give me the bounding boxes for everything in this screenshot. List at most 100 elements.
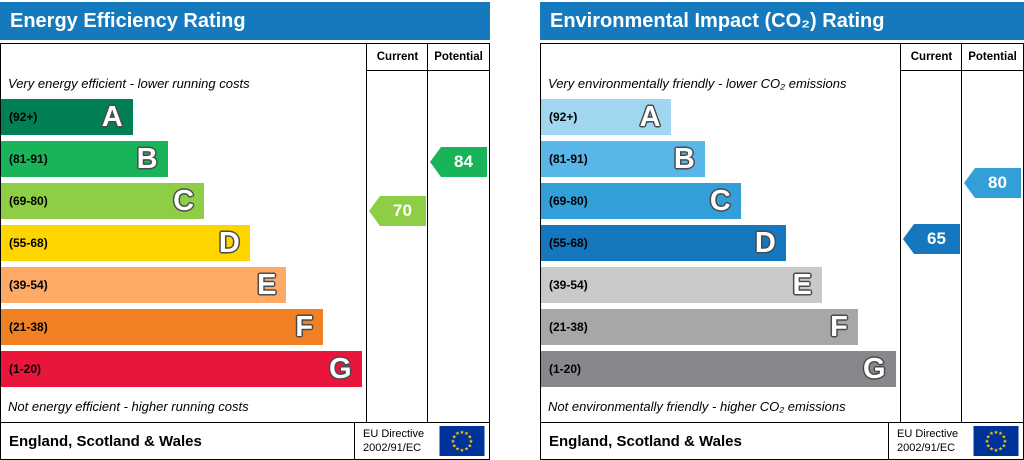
band-range-label: (81-91) bbox=[549, 152, 588, 166]
band-letter: B bbox=[673, 142, 695, 175]
co2-potential-rating-value: 80 bbox=[988, 173, 1007, 192]
energy-chart-header: Energy Efficiency Rating bbox=[0, 2, 490, 40]
region-label: England, Scotland & Wales bbox=[549, 432, 742, 450]
energy-band-row-f: (21-38) F bbox=[1, 306, 367, 348]
current-column-header: Current bbox=[901, 44, 962, 71]
svg-text:★: ★ bbox=[460, 448, 465, 454]
eu-directive-label: EU Directive 2002/91/EC bbox=[354, 423, 439, 459]
co2-band-bar-c: (69-80) C bbox=[541, 183, 741, 219]
co2-chart-header: Environmental Impact (CO₂) Rating bbox=[540, 2, 1024, 40]
co2-band-bar-a: (92+) A bbox=[541, 99, 671, 135]
co2-band-row-c: (69-80) C bbox=[541, 180, 901, 222]
svg-text:★: ★ bbox=[464, 447, 469, 453]
energy-current-column: Current 70 bbox=[366, 44, 428, 422]
svg-text:★: ★ bbox=[989, 431, 994, 437]
band-range-label: (69-80) bbox=[549, 194, 588, 208]
co2-top-caption: Very environmentally friendly - lower CO… bbox=[548, 76, 847, 91]
co2-chart-title: Environmental Impact (CO₂) Rating bbox=[550, 9, 885, 32]
energy-current-rating-value: 70 bbox=[393, 201, 412, 220]
region-label: England, Scotland & Wales bbox=[9, 432, 202, 450]
energy-band-row-a: (92+) A bbox=[1, 96, 367, 138]
eu-flag-icon: ★ ★ ★★ ★★ ★★ ★★ ★★ bbox=[439, 426, 485, 456]
energy-band-bar-c: (69-80) C bbox=[1, 183, 205, 219]
svg-text:★: ★ bbox=[998, 431, 1003, 437]
eu-directive-line2: 2002/91/EC bbox=[897, 442, 956, 454]
band-range-label: (55-68) bbox=[9, 236, 48, 250]
co2-band-row-d: (55-68) D bbox=[541, 222, 901, 264]
energy-potential-column: Potential 84 bbox=[427, 44, 489, 422]
band-letter: D bbox=[754, 226, 776, 259]
svg-text:★: ★ bbox=[986, 443, 991, 449]
svg-text:★: ★ bbox=[452, 434, 457, 440]
current-column-header: Current bbox=[367, 44, 428, 71]
band-range-label: (92+) bbox=[549, 110, 578, 124]
energy-current-rating-arrow: 70 bbox=[369, 196, 426, 226]
energy-bands-area: Very energy efficient - lower running co… bbox=[1, 44, 367, 422]
band-range-label: (1-20) bbox=[9, 362, 42, 376]
svg-text:★: ★ bbox=[986, 434, 991, 440]
co2-current-column: Current 65 bbox=[900, 44, 962, 422]
potential-column-header: Potential bbox=[962, 44, 1023, 71]
svg-text:★: ★ bbox=[994, 430, 999, 436]
svg-text:★: ★ bbox=[998, 447, 1003, 453]
band-letter: A bbox=[101, 100, 123, 133]
co2-band-bar-g: (1-20) G bbox=[541, 351, 896, 387]
co2-potential-column: Potential 80 bbox=[961, 44, 1023, 422]
band-letter: A bbox=[639, 100, 661, 133]
band-range-label: (1-20) bbox=[549, 362, 582, 376]
energy-band-row-d: (55-68) D bbox=[1, 222, 367, 264]
energy-band-bar-g: (1-20) G bbox=[1, 351, 362, 387]
energy-band-bar-f: (21-38) F bbox=[1, 309, 324, 345]
svg-text:★: ★ bbox=[1003, 439, 1008, 445]
co2-band-row-a: (92+) A bbox=[541, 96, 901, 138]
band-letter: C bbox=[173, 184, 195, 217]
energy-efficiency-chart: Energy Efficiency Rating Very energy eff… bbox=[0, 2, 490, 460]
co2-chart-body: Very environmentally friendly - lower CO… bbox=[540, 43, 1024, 423]
svg-text:★: ★ bbox=[467, 443, 472, 449]
band-range-label: (39-54) bbox=[549, 278, 588, 292]
energy-chart-title: Energy Efficiency Rating bbox=[10, 9, 246, 32]
band-range-label: (69-80) bbox=[9, 194, 48, 208]
svg-text:★: ★ bbox=[469, 439, 474, 445]
svg-text:★: ★ bbox=[455, 447, 460, 453]
energy-chart-body: Very energy efficient - lower running co… bbox=[0, 43, 490, 423]
potential-column-header: Potential bbox=[428, 44, 489, 71]
band-range-label: (39-54) bbox=[9, 278, 48, 292]
svg-text:★: ★ bbox=[451, 439, 456, 445]
band-letter: C bbox=[709, 184, 731, 217]
band-range-label: (92+) bbox=[9, 110, 38, 124]
eu-directive-line2: 2002/91/EC bbox=[363, 442, 422, 454]
energy-chart-footer: England, Scotland & Wales EU Directive 2… bbox=[0, 422, 490, 460]
co2-band-bar-d: (55-68) D bbox=[541, 225, 786, 261]
co2-chart-footer: England, Scotland & Wales EU Directive 2… bbox=[540, 422, 1024, 460]
band-letter: B bbox=[136, 142, 158, 175]
energy-potential-rating-value: 84 bbox=[454, 152, 473, 171]
energy-band-bar-d: (55-68) D bbox=[1, 225, 250, 261]
svg-text:★: ★ bbox=[464, 431, 469, 437]
band-range-label: (81-91) bbox=[9, 152, 48, 166]
svg-text:★: ★ bbox=[467, 434, 472, 440]
band-range-label: (55-68) bbox=[549, 236, 588, 250]
band-letter: E bbox=[257, 268, 277, 301]
co2-band-row-f: (21-38) F bbox=[541, 306, 901, 348]
energy-band-bar-a: (92+) A bbox=[1, 99, 133, 135]
eu-directive-line1: EU Directive bbox=[897, 427, 959, 440]
co2-band-bar-b: (81-91) B bbox=[541, 141, 705, 177]
band-letter: F bbox=[295, 310, 314, 343]
energy-band-row-c: (69-80) C bbox=[1, 180, 367, 222]
co2-bands-area: Very environmentally friendly - lower CO… bbox=[541, 44, 901, 422]
band-letter: D bbox=[218, 226, 240, 259]
co2-band-row-g: (1-20) G bbox=[541, 348, 901, 390]
co2-band-bar-f: (21-38) F bbox=[541, 309, 858, 345]
svg-text:★: ★ bbox=[985, 439, 990, 445]
band-letter: E bbox=[792, 268, 812, 301]
energy-bottom-caption: Not energy efficient - higher running co… bbox=[8, 398, 249, 414]
environmental-impact-chart: Environmental Impact (CO₂) Rating Very e… bbox=[540, 2, 1024, 460]
energy-top-caption: Very energy efficient - lower running co… bbox=[8, 76, 250, 91]
energy-band-bar-e: (39-54) E bbox=[1, 267, 287, 303]
band-letter: G bbox=[328, 352, 352, 385]
co2-band-bar-e: (39-54) E bbox=[541, 267, 822, 303]
co2-current-rating-arrow: 65 bbox=[903, 224, 960, 254]
svg-text:★: ★ bbox=[1001, 434, 1006, 440]
